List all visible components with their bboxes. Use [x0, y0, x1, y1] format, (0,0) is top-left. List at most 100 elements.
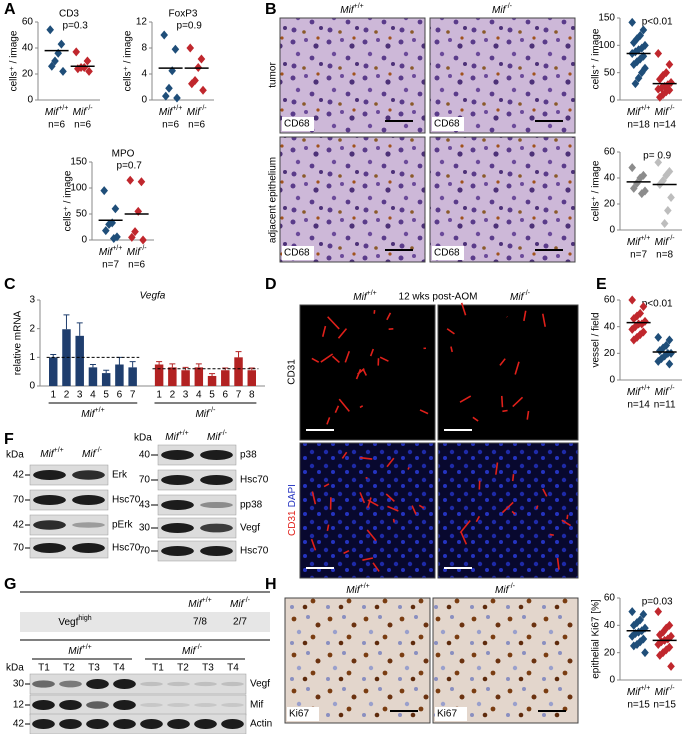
p-value: p=0.03: [642, 597, 673, 608]
genotype-label: Mif-/-: [187, 105, 208, 118]
band: [221, 703, 244, 707]
micrograph: [432, 597, 579, 724]
data-point: [83, 56, 92, 66]
vessel: [535, 505, 539, 510]
y-tick-label: 2: [29, 323, 35, 334]
vessel: [386, 312, 392, 321]
genotype: -/-: [668, 685, 675, 692]
error-bar: [169, 363, 176, 368]
error-bar: [103, 369, 110, 374]
gene: Mif: [182, 646, 197, 657]
gene: Mif: [346, 585, 361, 596]
genotype-label: Mif+/+: [627, 685, 650, 698]
genotype-label: Mif-/-: [510, 290, 531, 303]
n-label: n=6: [74, 120, 91, 131]
data-point: [188, 79, 196, 89]
data-point: [630, 314, 638, 324]
vessel: [321, 325, 327, 337]
x-tick-label: 4: [90, 390, 96, 401]
vessel: [310, 538, 317, 551]
data-point: [662, 170, 671, 180]
data-point: [662, 68, 671, 78]
label-box: [287, 707, 319, 721]
band-label: Hsc70: [112, 495, 141, 506]
micrograph: [299, 304, 436, 441]
band: [161, 475, 194, 485]
kda-marker: 70: [13, 495, 25, 506]
band-label: Vegf: [240, 523, 260, 534]
genotype-label: Mif-/-: [207, 430, 228, 443]
data-point: [59, 66, 67, 76]
data-point: [51, 56, 59, 66]
error-bar: [182, 366, 189, 371]
vessel: [459, 395, 472, 403]
data-point: [664, 206, 672, 215]
genotype-label: Mif-/-: [230, 597, 251, 610]
band: [32, 719, 55, 729]
vessel: [511, 510, 516, 515]
vessel: [362, 557, 374, 561]
data-point: [162, 91, 170, 101]
band-label: pErk: [112, 520, 134, 531]
y-tick-label: 100: [598, 40, 615, 51]
band-label: Actin: [250, 719, 272, 730]
vessel: [369, 348, 375, 357]
band: [86, 719, 109, 729]
data-point: [665, 359, 674, 369]
band: [167, 719, 190, 729]
band-label: Hsc70: [240, 475, 269, 486]
data-point: [634, 73, 643, 83]
vessel: [326, 524, 330, 532]
genotype-label: Mif+/+: [353, 290, 376, 303]
stain-label: CD68: [434, 248, 460, 259]
y-tick-label: 1: [29, 352, 35, 363]
data-point: [630, 59, 638, 69]
data-point: [656, 650, 664, 660]
error-bar: [76, 322, 83, 336]
band: [33, 470, 66, 480]
panel-letter: H: [265, 576, 277, 593]
genotype: -/-: [505, 3, 512, 10]
kda-marker: 70: [13, 543, 25, 554]
gene: Mif: [73, 107, 88, 118]
data-point: [654, 332, 663, 342]
y-axis-label: cells⁺ / image: [63, 170, 74, 231]
row-label-base: Vegf: [58, 617, 78, 628]
stain-label: Ki67: [437, 709, 457, 720]
micrograph: [279, 136, 426, 263]
data-point: [628, 631, 636, 641]
vessel: [526, 410, 530, 420]
kda-marker: 30: [13, 679, 25, 690]
chart-title: MPO: [112, 149, 135, 160]
data-point: [641, 316, 649, 326]
bar: [207, 375, 217, 386]
data-point: [57, 39, 66, 49]
y-tick-label: 50: [604, 67, 616, 78]
kda-marker: 70: [139, 475, 151, 486]
data-point: [633, 57, 641, 67]
vessel: [323, 483, 330, 488]
data-point: [186, 43, 195, 53]
data-point: [654, 607, 663, 617]
vessel: [331, 355, 340, 364]
lane-label: T1: [38, 663, 50, 674]
data-point: [654, 84, 663, 94]
bar: [181, 370, 190, 386]
data-point: [660, 351, 669, 361]
gene: Mif: [655, 237, 670, 248]
x-tick-label: 7: [236, 390, 242, 401]
data-point: [639, 609, 648, 619]
kda-marker: 12: [13, 700, 25, 711]
band-label: Hsc70: [112, 543, 141, 554]
band: [200, 523, 233, 533]
data-point: [165, 83, 173, 93]
kda-marker: 42: [13, 520, 25, 531]
x-tick-label: 6: [223, 390, 229, 401]
band: [113, 700, 136, 710]
vessel: [379, 356, 389, 362]
lane-label: T4: [113, 663, 125, 674]
y-tick-label: 100: [70, 183, 87, 194]
gene: Mif: [81, 409, 96, 420]
x-tick-label: 3: [77, 390, 83, 401]
band: [200, 450, 233, 460]
